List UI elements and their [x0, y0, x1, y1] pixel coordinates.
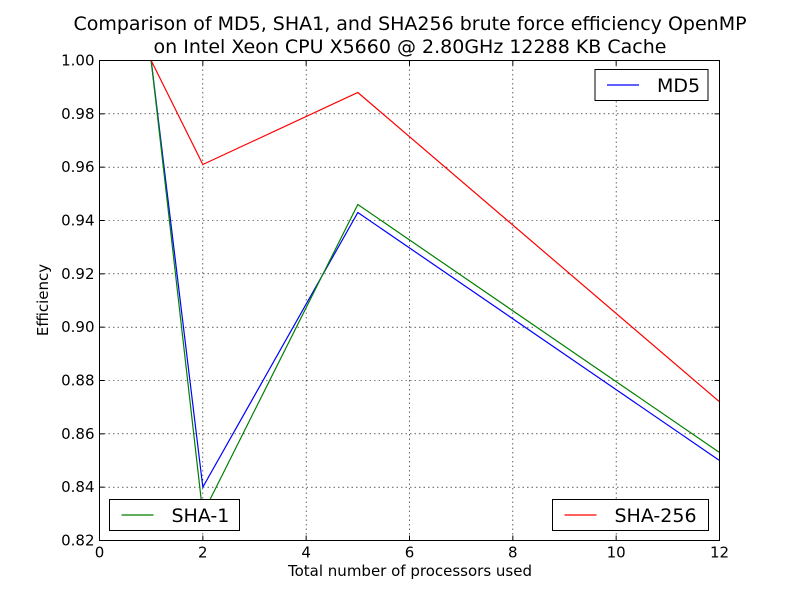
y-tick-label: 0.86 [61, 425, 94, 443]
legend-label: MD5 [657, 75, 700, 97]
x-tick-label: 2 [198, 544, 208, 562]
y-tick-label: 0.84 [61, 478, 94, 496]
y-tick-label: 0.88 [61, 372, 94, 390]
legend-label: SHA-256 [615, 505, 697, 527]
x-axis-label: Total number of processors used [287, 562, 532, 580]
series-line-sha-256 [150, 60, 720, 403]
y-tick-label: 0.92 [61, 265, 94, 283]
y-tick-label: 0.90 [61, 318, 94, 336]
axis-ticks: 0 2 4 6 8 10 12 0.82 0.84 0.86 0.88 0.90 0.92 0.94 0.9… [61, 52, 729, 562]
series-line-md5 [150, 60, 720, 490]
legend-sha-1: SHA-1 [109, 499, 240, 531]
legend-md5: MD5 [594, 69, 709, 101]
x-tick-label: 4 [301, 544, 311, 562]
legend-label: SHA-1 [172, 505, 230, 527]
chart-subtitle: on Intel Xeon CPU X5660 @ 2.80GHz 12288 … [154, 36, 667, 58]
x-tick-label: 0 [95, 544, 105, 562]
x-tick-label: 8 [508, 544, 518, 562]
x-tick-label: 10 [607, 544, 626, 562]
y-axis-label: Efficiency [34, 264, 52, 336]
x-tick-label: 12 [710, 544, 729, 562]
y-tick-label: 1.00 [61, 52, 94, 70]
grid-lines [99, 60, 720, 541]
y-tick-label: 0.98 [61, 105, 94, 123]
y-tick-label: 0.94 [61, 212, 94, 230]
y-tick-label: 0.96 [61, 158, 94, 176]
series-line-sha-1 [150, 60, 720, 516]
legends: MD5 SHA-1 SHA-256 [109, 69, 709, 531]
series-lines [150, 60, 720, 516]
y-tick-label: 0.82 [61, 532, 94, 550]
x-tick-label: 6 [405, 544, 415, 562]
chart-title: Comparison of MD5, SHA1, and SHA256 brut… [73, 13, 746, 35]
legend-sha-256: SHA-256 [552, 499, 709, 531]
